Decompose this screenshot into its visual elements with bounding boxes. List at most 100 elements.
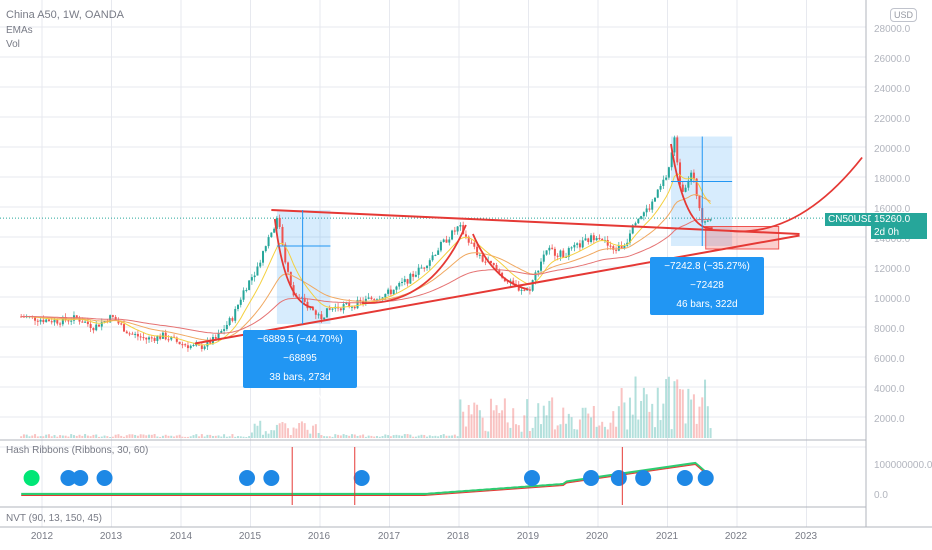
measure-change: −6889.5 (−44.70%) −68895 — [257, 334, 343, 364]
volume-bar — [170, 435, 173, 438]
candle-body — [350, 306, 353, 308]
volume-bar — [628, 397, 631, 438]
candle-body — [234, 309, 237, 321]
candle-body — [559, 250, 562, 257]
volume-bar — [670, 429, 673, 438]
measure-box-2015[interactable]: −6889.5 (−44.70%) −68895 38 bars, 273d V… — [243, 330, 357, 402]
hash-ribbons-legend[interactable]: Hash Ribbons (Ribbons, 30, 60) — [6, 445, 149, 456]
volume-bar — [509, 427, 512, 438]
candle-body — [70, 320, 73, 322]
volume-bar — [289, 434, 292, 438]
candle-body — [384, 293, 387, 298]
volume-bar — [45, 434, 48, 438]
buy-signal-icon — [263, 470, 280, 486]
volume-bar — [225, 436, 228, 438]
volume-bar — [273, 430, 276, 438]
candle-body — [576, 243, 579, 245]
buy-signal-icon — [523, 470, 540, 486]
candle-body — [598, 238, 601, 240]
volume-bar — [50, 436, 53, 438]
volume-bar — [53, 435, 56, 438]
volume-bar — [334, 434, 337, 438]
volume-bar — [206, 434, 209, 438]
candle-body — [75, 315, 78, 318]
candle-body — [498, 269, 501, 273]
candle-body — [426, 265, 429, 269]
volume-bar — [323, 436, 326, 438]
volume-bar — [556, 425, 559, 438]
volume-bar — [626, 429, 629, 438]
candle-body — [328, 308, 331, 310]
volume-bar — [70, 434, 73, 438]
volume-bar — [64, 435, 67, 438]
volume-bar — [612, 411, 615, 438]
volume-bar — [551, 397, 554, 438]
volume-bar — [459, 399, 462, 438]
symbol-title[interactable]: China A50, 1W, OANDA — [6, 9, 124, 21]
candle-body — [36, 320, 39, 322]
volume-bar — [239, 436, 242, 438]
volume-bar — [28, 436, 31, 438]
candle-body — [706, 220, 709, 222]
volume-bar — [617, 406, 620, 438]
volume-bar — [192, 435, 195, 438]
volume-bar — [681, 389, 684, 438]
volume-bar — [487, 431, 490, 438]
volume-bar — [637, 419, 640, 438]
volume-bar — [306, 429, 309, 438]
volume-bar — [314, 424, 317, 438]
y-tick: 8000.0 — [874, 324, 905, 335]
candle-body — [459, 225, 462, 227]
candle-body — [314, 310, 317, 315]
candle-body — [128, 333, 131, 335]
ema-slow-line — [21, 218, 711, 334]
candle-body — [289, 271, 292, 286]
volume-bar — [375, 435, 378, 438]
volume-bar — [134, 434, 137, 438]
candle-body — [692, 172, 695, 179]
candle-body — [367, 297, 370, 299]
volume-bar — [434, 435, 437, 438]
volume-bar — [392, 435, 395, 438]
volume-bar — [92, 434, 95, 438]
candle-body — [659, 185, 662, 190]
volume-bar — [389, 436, 392, 438]
currency-button[interactable]: USD — [890, 8, 918, 22]
candle-body — [453, 230, 456, 232]
volume-bar — [364, 436, 367, 438]
y-tick: 28000.0 — [874, 24, 911, 35]
candle-body — [317, 314, 320, 316]
volume-bar — [514, 424, 517, 438]
measure-box-2021[interactable]: −7242.8 (−35.27%) −72428 46 bars, 322d V… — [650, 257, 764, 329]
y-tick: 14000.0 — [874, 234, 911, 245]
candle-body — [412, 273, 415, 277]
candle-body — [406, 279, 409, 284]
candle-body — [537, 270, 540, 273]
y-tick: 4000.0 — [874, 384, 905, 395]
candle-body — [39, 319, 42, 322]
candle-body — [61, 316, 64, 325]
candle-body — [484, 261, 487, 263]
vol-legend[interactable]: Vol — [6, 39, 20, 50]
volume-bar — [373, 436, 376, 438]
candle-body — [439, 242, 442, 251]
candle-body — [142, 337, 145, 339]
volume-bar — [484, 430, 487, 438]
volume-bar — [570, 417, 573, 438]
volume-bar — [401, 435, 404, 438]
volume-bar — [623, 402, 626, 438]
y-tick: 24000.0 — [874, 84, 911, 95]
volume-bar — [236, 436, 239, 438]
candle-body — [84, 321, 87, 323]
candle-body — [595, 238, 598, 241]
volume-bar — [78, 434, 81, 438]
volume-bar — [242, 436, 245, 438]
symbol-price-tag: CN50USD — [825, 213, 878, 226]
nvt-legend[interactable]: NVT (90, 13, 150, 45) — [6, 513, 102, 524]
candle-body — [642, 212, 645, 217]
volume-bar — [181, 436, 184, 438]
ema-legend[interactable]: EMAs — [6, 25, 33, 36]
buy-signal-icon — [239, 470, 256, 486]
volume-bar — [200, 434, 203, 438]
